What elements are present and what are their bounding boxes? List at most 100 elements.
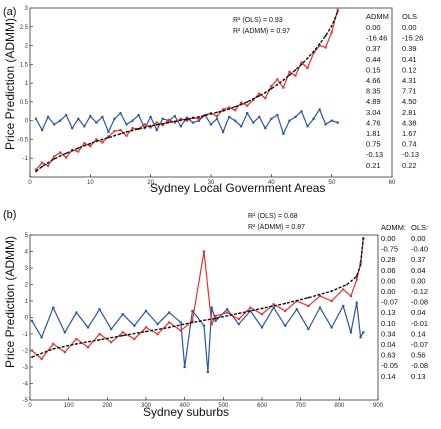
- data-point-actual: [284, 302, 287, 305]
- data-point-actual: [35, 170, 37, 173]
- data-point-admm: [125, 134, 128, 137]
- x-tick-label: 200: [102, 403, 113, 409]
- data-point-ols: [276, 113, 279, 117]
- data-point-admm: [101, 141, 104, 144]
- data-point-admm: [86, 346, 90, 349]
- data-point-ols: [349, 331, 353, 334]
- data-point-admm: [156, 332, 159, 336]
- coef-cell: -0.07: [381, 298, 398, 307]
- data-point-ols: [34, 117, 38, 120]
- data-point-admm: [294, 74, 297, 77]
- coef-cell: 0.56: [411, 351, 426, 360]
- coef-cell: 0.13: [411, 372, 426, 381]
- coef-cell: 0.44: [366, 55, 381, 64]
- coef-cell: 0.04: [411, 308, 426, 317]
- coef-cell: 0.37: [411, 255, 426, 264]
- y-tick-label: 2.5: [20, 25, 29, 31]
- coef-cell: 0.21: [366, 161, 381, 170]
- data-point-actual: [330, 290, 333, 292]
- data-point-admm: [284, 309, 287, 312]
- data-point-admm: [240, 101, 243, 104]
- panel-b-xlabel: Sydney suburbs: [143, 405, 229, 419]
- coef-col-header: ADMM: [366, 12, 389, 21]
- data-point-ols: [133, 324, 136, 327]
- data-point-actual: [121, 334, 124, 337]
- data-point-actual: [336, 10, 339, 13]
- x-tick-label: 500: [218, 403, 229, 409]
- y-tick-label: -5: [23, 398, 29, 404]
- data-point-ols: [246, 112, 249, 115]
- series-line-ols: [31, 302, 364, 373]
- panel-a-r2-ols: R² (OLS) = 0.93: [233, 17, 283, 24]
- panel-b-r2-ols: R² (OLS) = 0.68: [248, 213, 298, 220]
- data-point-admm: [276, 78, 279, 81]
- data-point-ols: [191, 309, 194, 312]
- data-point-actual: [222, 110, 224, 112]
- data-point-actual: [324, 34, 327, 37]
- data-point-ols: [107, 130, 110, 134]
- data-point-actual: [312, 50, 315, 53]
- y-tick-label: -1: [23, 156, 29, 162]
- data-point-ols: [197, 119, 201, 122]
- data-point-ols: [185, 116, 188, 119]
- data-point-ols: [168, 311, 171, 314]
- data-point-ols: [179, 321, 182, 324]
- data-point-admm: [40, 161, 44, 164]
- data-point-ols: [264, 127, 267, 130]
- data-point-admm: [349, 294, 353, 298]
- coef-cell: 0.04: [411, 266, 426, 275]
- coef-cell: 8.35: [366, 87, 381, 96]
- data-point-actual: [95, 140, 98, 143]
- coef-cell: -0.40: [411, 245, 428, 254]
- y-tick-label: 2: [25, 283, 29, 289]
- coef-cell: -0.07: [411, 340, 428, 349]
- data-point-ols: [210, 306, 213, 309]
- x-tick-label: 900: [373, 403, 384, 409]
- data-point-admm: [95, 138, 98, 141]
- data-point-actual: [137, 128, 140, 130]
- data-point-ols: [40, 128, 44, 132]
- data-point-ols: [288, 119, 291, 122]
- data-point-ols: [362, 331, 365, 334]
- data-point-ols: [173, 115, 176, 118]
- data-point-admm: [260, 313, 264, 316]
- y-tick-label: 0: [25, 316, 29, 322]
- data-point-admm: [144, 326, 148, 329]
- panel-a: (a) Sydney Local Government Areas Price …: [3, 6, 423, 195]
- data-point-ols: [324, 123, 327, 126]
- data-point-ols: [179, 125, 182, 128]
- data-point-admm: [270, 85, 273, 88]
- data-point-actual: [282, 79, 285, 82]
- data-point-admm: [330, 299, 333, 303]
- data-point-actual: [237, 312, 240, 315]
- coef-cell: 0.12: [402, 65, 417, 74]
- series-line-admm: [31, 238, 364, 360]
- data-point-ols: [30, 319, 34, 322]
- data-point-actual: [155, 123, 158, 126]
- data-point-actual: [161, 122, 164, 125]
- data-point-actual: [41, 165, 43, 168]
- data-point-actual: [300, 63, 303, 66]
- coef-cell: 0.00: [411, 276, 426, 285]
- data-point-admm: [234, 109, 237, 112]
- data-point-actual: [318, 43, 321, 45]
- data-point-admm: [75, 337, 78, 341]
- data-point-admm: [131, 127, 134, 130]
- data-point-admm: [288, 70, 291, 73]
- data-point-admm: [312, 51, 315, 55]
- coef-cell: 4.66: [366, 76, 381, 85]
- coef-cell: 0.00: [402, 23, 417, 32]
- data-point-ols: [330, 326, 333, 329]
- coef-cell: 4.31: [402, 76, 417, 85]
- data-point-ols: [260, 326, 264, 329]
- data-point-admm: [272, 303, 275, 306]
- data-point-ols: [206, 370, 209, 374]
- data-point-admm: [119, 128, 122, 132]
- data-point-admm: [336, 8, 339, 11]
- data-point-admm: [63, 351, 66, 354]
- y-tick-label: 1: [25, 81, 29, 87]
- data-point-actual: [264, 91, 267, 94]
- data-point-actual: [167, 121, 170, 124]
- y-tick-label: -4: [23, 382, 29, 388]
- data-point-admm: [65, 156, 68, 159]
